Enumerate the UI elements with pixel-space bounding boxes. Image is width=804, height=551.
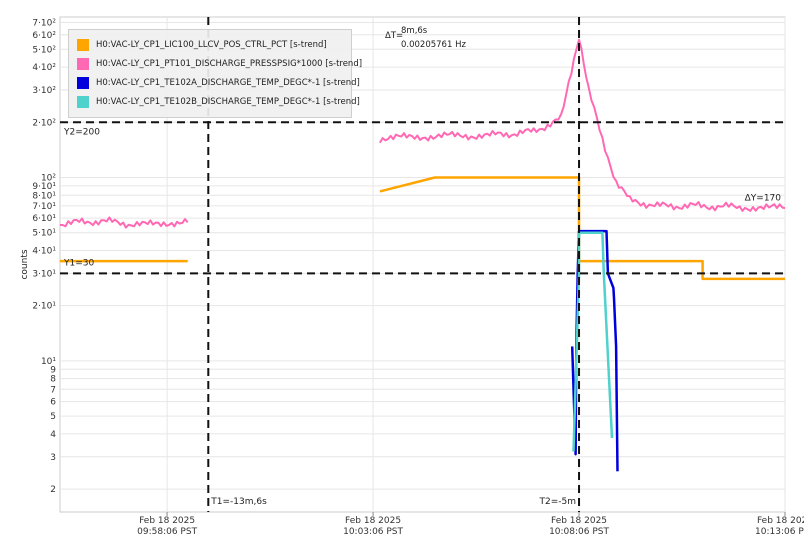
y-tick-label: 4·10² xyxy=(32,63,56,73)
y-tick-label: 8 xyxy=(50,375,56,385)
x-tick-label-date: Feb 18 2025 xyxy=(757,516,804,526)
y-tick-label: 3·10² xyxy=(32,86,56,96)
y-tick-label: 6·10¹ xyxy=(32,214,56,224)
y-tick-label: 8·10¹ xyxy=(32,191,56,201)
series-line-1 xyxy=(60,176,785,281)
y-tick-label: 2·10² xyxy=(32,118,56,128)
legend-label: H0:VAC-LY_CP1_PT101_DISCHARGE_PRESSPSIG*… xyxy=(96,59,363,69)
x-tick-label-time: 10:13:06 PST xyxy=(755,527,804,537)
y-tick-label: 7·10² xyxy=(32,18,56,28)
y-tick-label: 6·10² xyxy=(32,31,56,41)
y-tick-label: 3·10¹ xyxy=(32,269,56,279)
y-tick-label: 4 xyxy=(50,430,56,440)
delta-y-readout: ΔY=170 xyxy=(745,193,782,203)
legend-item-series-4[interactable]: H0:VAC-LY_CP1_TE102B_DISCHARGE_TEMP_DEGC… xyxy=(77,95,360,109)
delta-t-readout: 8m,6s xyxy=(401,26,428,36)
y-tick-label: 5·10² xyxy=(32,45,56,55)
legend-label: H0:VAC-LY_CP1_LIC100_LLCV_POS_CTRL_PCT [… xyxy=(96,40,327,50)
y-tick-label: 7·10¹ xyxy=(32,202,56,212)
y-tick-label: 9·10¹ xyxy=(32,182,56,192)
y-tick-label: 10² xyxy=(41,173,56,183)
cursor-label-y1: Y1=30 xyxy=(63,258,94,268)
legend-label: H0:VAC-LY_CP1_TE102A_DISCHARGE_TEMP_DEGC… xyxy=(96,78,360,88)
y-tick-label: 10¹ xyxy=(41,357,56,367)
y-tick-label: 3 xyxy=(50,453,56,463)
x-tick-label-date: Feb 18 2025 xyxy=(139,516,195,526)
delta-f-readout: 0.00205761 Hz xyxy=(401,40,466,50)
x-tick-label-time: 09:58:06 PST xyxy=(137,527,197,537)
cursor-label-y2: Y2=200 xyxy=(63,127,100,137)
y-tick-label: 7 xyxy=(50,385,56,395)
cursor-label-t2: T2=-5m xyxy=(539,497,577,507)
y-tick-label: 9 xyxy=(50,365,56,375)
series-group xyxy=(60,38,785,472)
x-tick-label-date: Feb 18 2025 xyxy=(551,516,607,526)
x-tick-label-time: 10:03:06 PST xyxy=(343,527,403,537)
legend-item-series-2[interactable]: H0:VAC-LY_CP1_PT101_DISCHARGE_PRESSPSIG*… xyxy=(77,57,362,71)
y-tick-label: 5·10¹ xyxy=(32,229,56,239)
legend-label: H0:VAC-LY_CP1_TE102B_DISCHARGE_TEMP_DEGC… xyxy=(96,97,360,107)
y-tick-label: 2 xyxy=(50,485,56,495)
legend-swatch-icon xyxy=(77,96,89,108)
legend-item-series-3[interactable]: H0:VAC-LY_CP1_TE102A_DISCHARGE_TEMP_DEGC… xyxy=(77,76,360,90)
legend-item-series-1[interactable]: H0:VAC-LY_CP1_LIC100_LLCV_POS_CTRL_PCT [… xyxy=(77,38,327,52)
y-tick-label: 5 xyxy=(50,412,56,422)
delta-t-prefix: ΔT= xyxy=(385,31,404,41)
y-tick-label: 6 xyxy=(50,398,56,408)
y-tick-label: 4·10¹ xyxy=(32,246,56,256)
legend: H0:VAC-LY_CP1_LIC100_LLCV_POS_CTRL_PCT [… xyxy=(68,29,362,118)
legend-swatch-icon xyxy=(77,58,89,70)
series-line-2 xyxy=(60,38,785,229)
y-tick-label: 2·10¹ xyxy=(32,302,56,312)
legend-swatch-icon xyxy=(77,77,89,89)
x-tick-label-time: 10:08:06 PST xyxy=(549,527,609,537)
x-tick-label-date: Feb 18 2025 xyxy=(345,516,401,526)
y-axis-label: counts xyxy=(20,249,30,279)
legend-swatch-icon xyxy=(77,39,89,51)
cursor-label-t1: T1=-13m,6s xyxy=(210,497,267,507)
